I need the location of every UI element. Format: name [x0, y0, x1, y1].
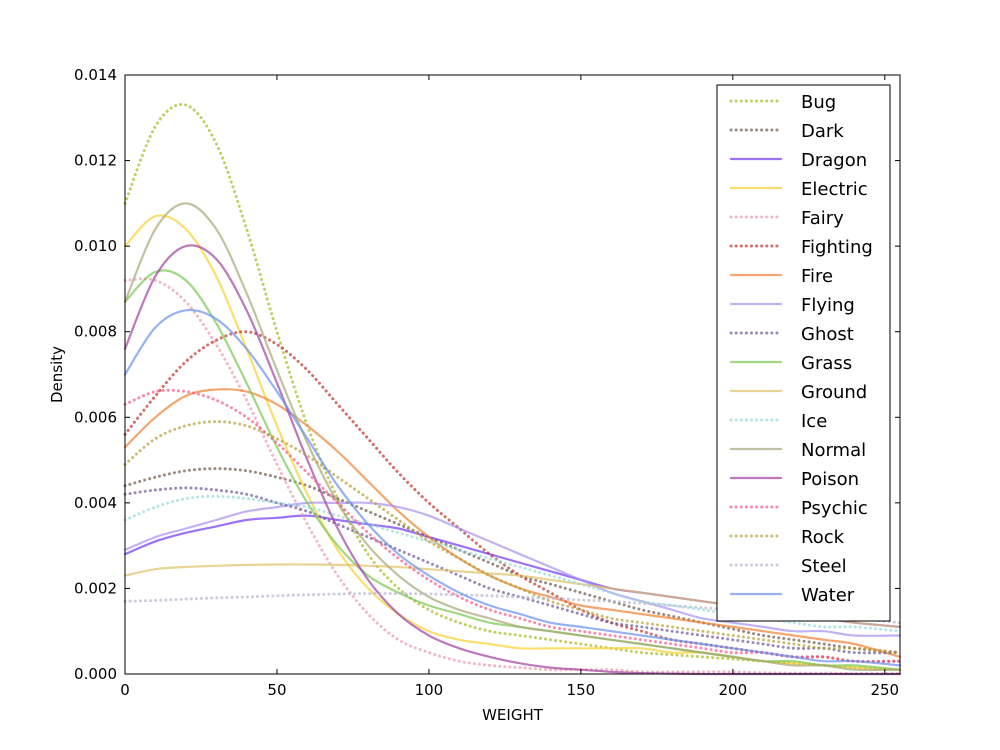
legend-label-fairy: Fairy: [801, 208, 844, 229]
y-tick-label: 0.000: [74, 665, 117, 683]
legend-label-grass: Grass: [801, 353, 852, 374]
legend-label-poison: Poison: [801, 469, 859, 490]
legend-label-electric: Electric: [801, 179, 868, 200]
legend: Bug Dark Dragon Electric Fairy Fighting Fire Fl…: [716, 84, 891, 622]
y-tick-label: 0.008: [74, 323, 117, 341]
x-tick-label: 0: [120, 681, 130, 699]
x-tick-label: 250: [870, 681, 899, 699]
y-tick-label: 0.004: [74, 494, 117, 512]
y-axis: 0.000 0.002 0.004 0.006 0.008 0.010 0.012 0.014: [74, 66, 900, 683]
legend-label-flying: Flying: [801, 295, 855, 316]
legend-label-ice: Ice: [801, 411, 827, 432]
legend-label-psychic: Psychic: [801, 498, 868, 519]
legend-label-fighting: Fighting: [801, 237, 873, 258]
series-line-ghost: [123, 486, 902, 655]
series-line-dark: [123, 467, 902, 655]
legend-label-bug: Bug: [801, 92, 836, 113]
legend-label-ground: Ground: [801, 382, 867, 403]
series-line-rock: [123, 420, 902, 655]
series-line-flying: [123, 501, 902, 637]
legend-label-rock: Rock: [801, 527, 845, 548]
series-line-fairy: [123, 277, 902, 676]
legend-label-normal: Normal: [801, 440, 866, 461]
series-line-normal: [123, 202, 902, 672]
legend-label-steel: Steel: [801, 556, 847, 577]
x-axis: 0 50 100 150 200 250: [120, 75, 899, 699]
y-tick-label: 0.012: [74, 152, 117, 170]
y-tick-label: 0.014: [74, 66, 117, 84]
legend-label-ghost: Ghost: [801, 324, 854, 345]
y-tick-label: 0.010: [74, 237, 117, 255]
x-tick-label: 200: [719, 681, 748, 699]
series-line-water: [123, 308, 902, 667]
legend-label-dragon: Dragon: [801, 150, 867, 171]
x-tick-label: 100: [415, 681, 444, 699]
legend-label-fire: Fire: [801, 266, 833, 287]
legend-label-water: Water: [801, 585, 855, 606]
plot-frame: [124, 74, 901, 675]
y-tick-label: 0.006: [74, 408, 117, 426]
x-axis-label: WEIGHT: [482, 706, 544, 724]
legend-label-dark: Dark: [801, 121, 844, 142]
y-axis-label: Density: [48, 346, 66, 403]
series-line-ice: [123, 494, 902, 633]
legend-box: [716, 84, 891, 622]
x-tick-label: 150: [567, 681, 596, 699]
y-tick-label: 0.002: [74, 579, 117, 597]
x-tick-label: 50: [267, 681, 286, 699]
